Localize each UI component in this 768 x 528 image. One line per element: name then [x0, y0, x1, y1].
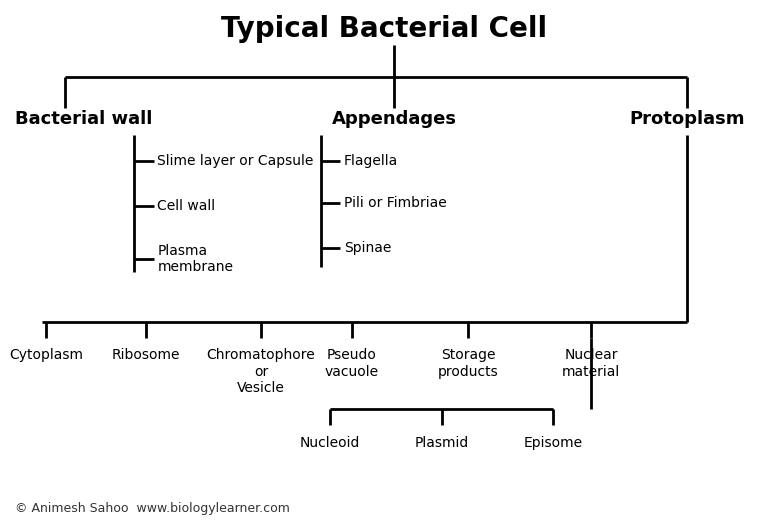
- Text: Nucleoid: Nucleoid: [300, 436, 360, 450]
- Text: Spinae: Spinae: [344, 241, 392, 255]
- Text: Cell wall: Cell wall: [157, 199, 216, 213]
- Text: Protoplasm: Protoplasm: [630, 110, 745, 128]
- Text: Flagella: Flagella: [344, 154, 399, 168]
- Text: Pili or Fimbriae: Pili or Fimbriae: [344, 196, 447, 210]
- Text: Cytoplasm: Cytoplasm: [9, 348, 83, 363]
- Text: © Animesh Sahoo  www.biologylearner.com: © Animesh Sahoo www.biologylearner.com: [15, 502, 290, 515]
- Text: Typical Bacterial Cell: Typical Bacterial Cell: [221, 15, 547, 43]
- Text: Bacterial wall: Bacterial wall: [15, 110, 153, 128]
- Text: Appendages: Appendages: [332, 110, 456, 128]
- Text: Plasma
membrane: Plasma membrane: [157, 243, 233, 274]
- Text: Episome: Episome: [524, 436, 582, 450]
- Text: Pseudo
vacuole: Pseudo vacuole: [325, 348, 379, 379]
- Text: Nuclear
material: Nuclear material: [562, 348, 621, 379]
- Text: Slime layer or Capsule: Slime layer or Capsule: [157, 154, 314, 168]
- Text: Ribosome: Ribosome: [111, 348, 180, 363]
- Text: Chromatophore
or
Vesicle: Chromatophore or Vesicle: [207, 348, 316, 395]
- Text: Storage
products: Storage products: [438, 348, 499, 379]
- Text: Plasmid: Plasmid: [415, 436, 468, 450]
